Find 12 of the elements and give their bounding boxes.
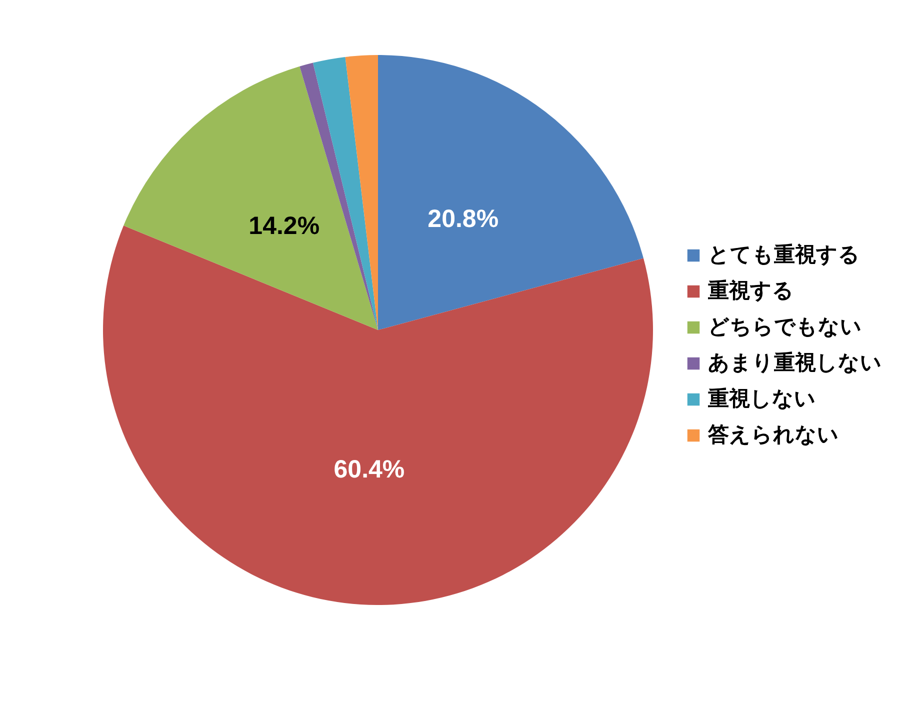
pie-slice [124, 66, 378, 330]
legend-label: 重視しない [707, 386, 816, 410]
legend-label: あまり重視しない [708, 350, 882, 374]
data-label: 14.2% [248, 212, 320, 240]
legend-label: 答えられない [707, 422, 839, 446]
legend-label: 重視する [707, 278, 794, 302]
data-label: 60.4% [334, 456, 405, 484]
pie-slice [378, 55, 644, 330]
legend-label: どちらでもない [708, 314, 862, 338]
data-label: 20.8% [428, 204, 499, 233]
pie-slice [345, 55, 378, 330]
legend-label: とても重視する [708, 242, 860, 266]
